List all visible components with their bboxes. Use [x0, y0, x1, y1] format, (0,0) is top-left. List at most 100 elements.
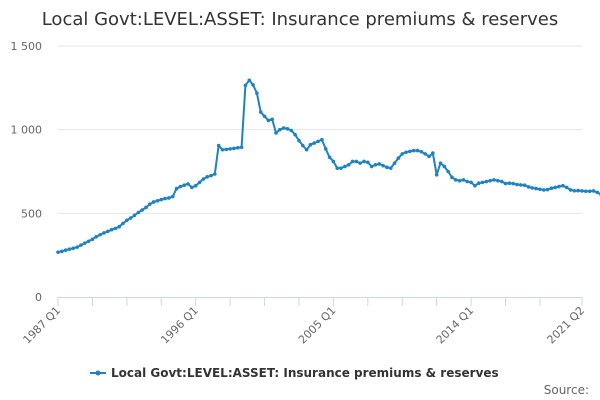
data-point[interactable]	[155, 198, 160, 203]
data-point[interactable]	[358, 161, 362, 165]
data-point[interactable]	[105, 229, 110, 234]
data-point[interactable]	[140, 208, 144, 212]
data-point[interactable]	[369, 164, 374, 169]
source-credit[interactable]: Source:	[544, 383, 589, 397]
data-point[interactable]	[136, 210, 141, 215]
data-point[interactable]	[90, 237, 95, 242]
data-point[interactable]	[216, 143, 221, 148]
data-point[interactable]	[220, 147, 225, 152]
data-point[interactable]	[312, 141, 317, 145]
data-point[interactable]	[530, 186, 535, 190]
data-point[interactable]	[438, 161, 443, 165]
data-point[interactable]	[274, 131, 278, 135]
data-point[interactable]	[232, 146, 236, 151]
data-point[interactable]	[392, 161, 397, 165]
data-point[interactable]	[170, 194, 175, 199]
data-point[interactable]	[343, 164, 347, 169]
data-point[interactable]	[564, 185, 569, 190]
series-line[interactable]	[57, 79, 600, 254]
data-point[interactable]	[75, 245, 79, 249]
data-point[interactable]	[538, 187, 542, 192]
data-point[interactable]	[522, 183, 527, 188]
data-point[interactable]	[323, 147, 328, 151]
data-point[interactable]	[213, 172, 217, 176]
data-point[interactable]	[541, 188, 546, 192]
data-point[interactable]	[132, 213, 137, 218]
data-point[interactable]	[209, 173, 213, 178]
data-point[interactable]	[228, 147, 232, 151]
data-point[interactable]	[60, 249, 64, 254]
data-point[interactable]	[434, 173, 439, 177]
data-point[interactable]	[580, 189, 584, 193]
data-point[interactable]	[453, 178, 458, 182]
data-point[interactable]	[247, 78, 252, 83]
data-point[interactable]	[549, 186, 554, 191]
data-point[interactable]	[186, 182, 190, 186]
data-point[interactable]	[79, 243, 83, 247]
data-point[interactable]	[293, 132, 297, 137]
data-point[interactable]	[511, 181, 515, 186]
data-point[interactable]	[419, 149, 424, 154]
data-point[interactable]	[86, 239, 91, 244]
data-point[interactable]	[178, 184, 183, 189]
data-point[interactable]	[82, 241, 87, 245]
data-point[interactable]	[519, 183, 523, 187]
data-point[interactable]	[568, 188, 573, 192]
data-point[interactable]	[278, 127, 282, 132]
data-point[interactable]	[503, 181, 508, 186]
legend[interactable]: Local Govt:LEVEL:ASSET: Insurance premiu…	[90, 366, 499, 380]
data-point[interactable]	[289, 128, 294, 133]
data-point[interactable]	[266, 118, 271, 123]
data-point[interactable]	[163, 196, 167, 201]
data-point[interactable]	[281, 126, 286, 130]
data-point[interactable]	[316, 139, 320, 144]
data-point[interactable]	[408, 149, 412, 154]
data-point[interactable]	[182, 183, 187, 188]
data-point[interactable]	[576, 188, 580, 193]
data-point[interactable]	[331, 159, 336, 164]
data-point[interactable]	[388, 166, 393, 170]
data-point[interactable]	[545, 187, 550, 192]
data-point[interactable]	[285, 127, 290, 131]
data-point[interactable]	[591, 189, 596, 193]
data-point[interactable]	[496, 178, 500, 183]
data-point[interactable]	[121, 221, 125, 226]
data-point[interactable]	[300, 143, 305, 148]
data-point[interactable]	[431, 151, 435, 155]
data-point[interactable]	[159, 197, 164, 202]
data-point[interactable]	[377, 162, 382, 166]
data-point[interactable]	[366, 160, 370, 165]
data-point[interactable]	[148, 202, 152, 206]
data-point[interactable]	[350, 159, 355, 164]
data-point[interactable]	[595, 190, 600, 195]
data-point[interactable]	[480, 180, 485, 185]
data-point[interactable]	[373, 163, 378, 167]
data-point[interactable]	[396, 156, 401, 160]
data-point[interactable]	[526, 185, 531, 189]
data-point[interactable]	[488, 178, 493, 183]
data-point[interactable]	[473, 183, 477, 188]
data-point[interactable]	[144, 205, 148, 210]
data-point[interactable]	[151, 200, 156, 204]
data-point[interactable]	[507, 181, 512, 186]
data-point[interactable]	[193, 183, 198, 188]
data-point[interactable]	[113, 226, 118, 231]
data-point[interactable]	[492, 178, 496, 182]
data-point[interactable]	[56, 250, 60, 254]
data-point[interactable]	[205, 175, 209, 179]
data-point[interactable]	[427, 154, 431, 159]
data-point[interactable]	[239, 145, 244, 150]
data-point[interactable]	[224, 147, 229, 152]
data-point[interactable]	[262, 114, 267, 119]
data-point[interactable]	[98, 232, 102, 237]
data-point[interactable]	[404, 150, 408, 155]
data-point[interactable]	[67, 247, 72, 251]
data-point[interactable]	[557, 184, 561, 189]
data-point[interactable]	[243, 83, 248, 88]
data-point[interactable]	[381, 163, 385, 168]
data-point[interactable]	[415, 148, 420, 153]
data-point[interactable]	[423, 152, 427, 156]
data-point[interactable]	[308, 142, 313, 147]
data-point[interactable]	[174, 186, 179, 191]
data-point[interactable]	[484, 179, 489, 184]
